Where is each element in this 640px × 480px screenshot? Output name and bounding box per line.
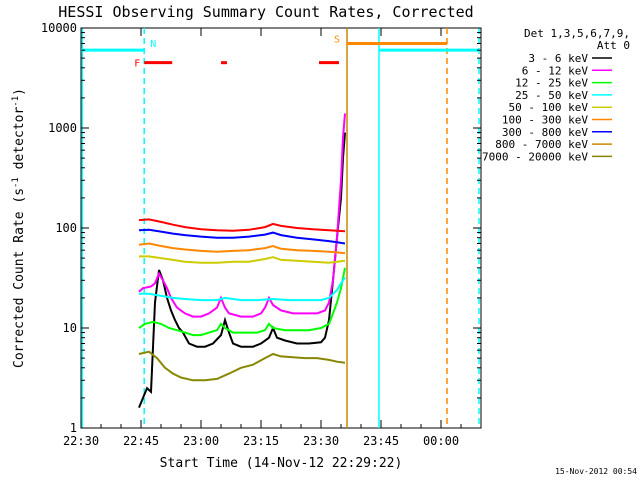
legend-label-0: 3 - 6 keV	[528, 52, 588, 65]
legend-label-5: 100 - 300 keV	[502, 114, 588, 127]
plot-area: NFS 22:30 22:45 23:00 23:15 23:30 23:45 00:00 …	[41, 21, 482, 448]
y-axis-label-main: Corrected Count Rate (s	[12, 188, 27, 368]
footer-timestamp: 15-Nov-2012 00:54	[555, 467, 637, 476]
legend-label-3: 25 - 50 keV	[515, 89, 588, 102]
x-tick-label-2: 23:00	[183, 434, 219, 448]
y-axis-label-mid: detector	[12, 107, 27, 178]
marker-label-S: S	[334, 34, 340, 45]
y-tick-label-4: 10000	[41, 21, 77, 35]
legend-label-6: 300 - 800 keV	[502, 126, 588, 139]
legend-header-2: Att 0	[597, 39, 630, 52]
series-line-0	[138, 132, 346, 408]
x-tick-label-0: 22:30	[63, 434, 99, 448]
y-axis-ticks: 1 10 100 1000 10000	[41, 21, 481, 435]
legend-header-1: Det 1,3,5,6,7,9,	[524, 27, 630, 40]
y-tick-label-0: 1	[70, 421, 77, 435]
series-line-5	[138, 242, 346, 255]
mode-markers: NF S	[81, 34, 479, 70]
y-axis-label-end: )	[12, 88, 27, 96]
y-axis-label-sup2: -1	[11, 96, 21, 107]
series-line-4	[139, 255, 346, 264]
x-tick-label-5: 23:45	[363, 434, 399, 448]
plot-frame	[80, 27, 482, 429]
series-lines	[138, 113, 346, 408]
x-axis-ticks: 22:30 22:45 23:00 23:15 23:30 23:45 00:00	[63, 28, 482, 448]
y-axis-label-sup1: -1	[11, 177, 21, 188]
series-line-6	[138, 228, 346, 245]
legend-label-8: 7000 - 20000 keV	[482, 150, 588, 163]
y-tick-label-2: 100	[55, 221, 77, 235]
y-tick-label-1: 10	[63, 321, 77, 335]
marker-label-N: N	[150, 39, 156, 50]
chart-title: HESSI Observing Summary Count Rates, Cor…	[58, 3, 473, 21]
vertical-lines	[81, 28, 480, 428]
x-tick-label-4: 23:30	[303, 434, 339, 448]
legend-label-1: 6 - 12 keV	[522, 64, 589, 77]
marker-label-F: F	[134, 59, 140, 70]
legend-label-2: 12 - 25 keV	[515, 77, 588, 90]
series-line-2	[138, 267, 346, 337]
x-tick-label-6: 00:00	[423, 434, 459, 448]
series-line-8	[138, 350, 346, 382]
legend-label-4: 50 - 100 keV	[509, 101, 589, 114]
legend-label-7: 800 - 7000 keV	[495, 138, 588, 151]
series-line-1	[138, 113, 346, 318]
x-tick-label-3: 23:15	[243, 434, 279, 448]
x-tick-label-1: 22:45	[123, 434, 159, 448]
series-line-3	[139, 276, 346, 302]
series-line-9	[138, 218, 346, 233]
y-tick-label-3: 1000	[48, 121, 77, 135]
x-axis-label: Start Time (14-Nov-12 22:29:22)	[160, 456, 403, 471]
y-axis-label: Corrected Count Rate (s-1 detector-1)	[11, 88, 27, 368]
